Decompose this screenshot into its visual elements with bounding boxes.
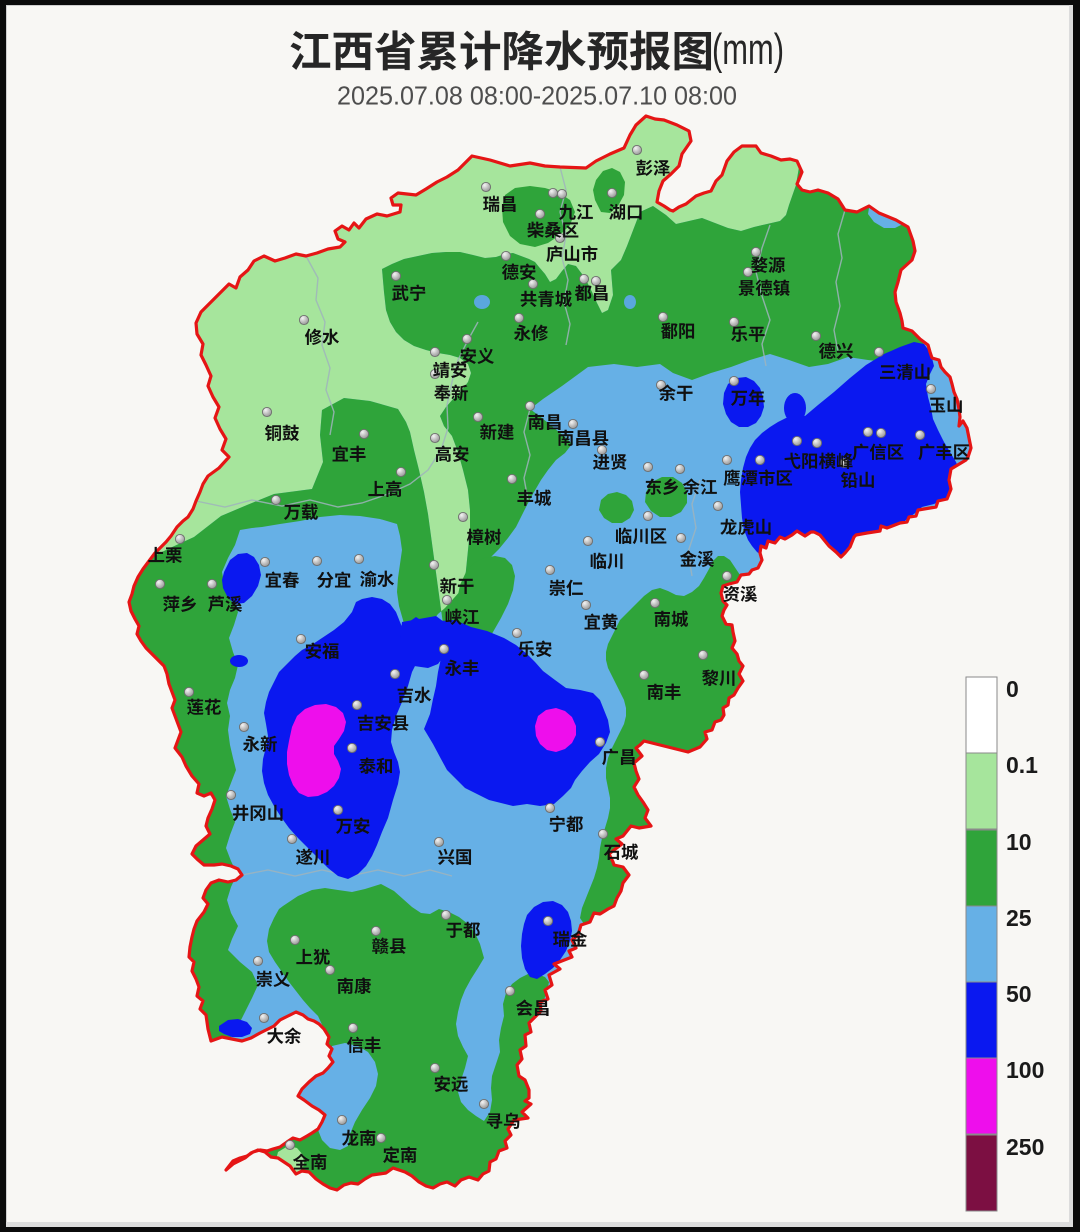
svg-text:50: 50 — [1006, 981, 1032, 1007]
svg-text:10: 10 — [1006, 829, 1032, 855]
svg-text:100: 100 — [1006, 1057, 1044, 1083]
svg-text:2025.07.08 08:00-2025.07.10 08: 2025.07.08 08:00-2025.07.10 08:00 — [337, 81, 737, 111]
svg-text:(mm): (mm) — [712, 25, 784, 74]
svg-text:0: 0 — [1006, 676, 1019, 702]
svg-text:25: 25 — [1006, 905, 1032, 931]
svg-text:250: 250 — [1006, 1134, 1044, 1160]
svg-text:0.1: 0.1 — [1006, 752, 1038, 778]
